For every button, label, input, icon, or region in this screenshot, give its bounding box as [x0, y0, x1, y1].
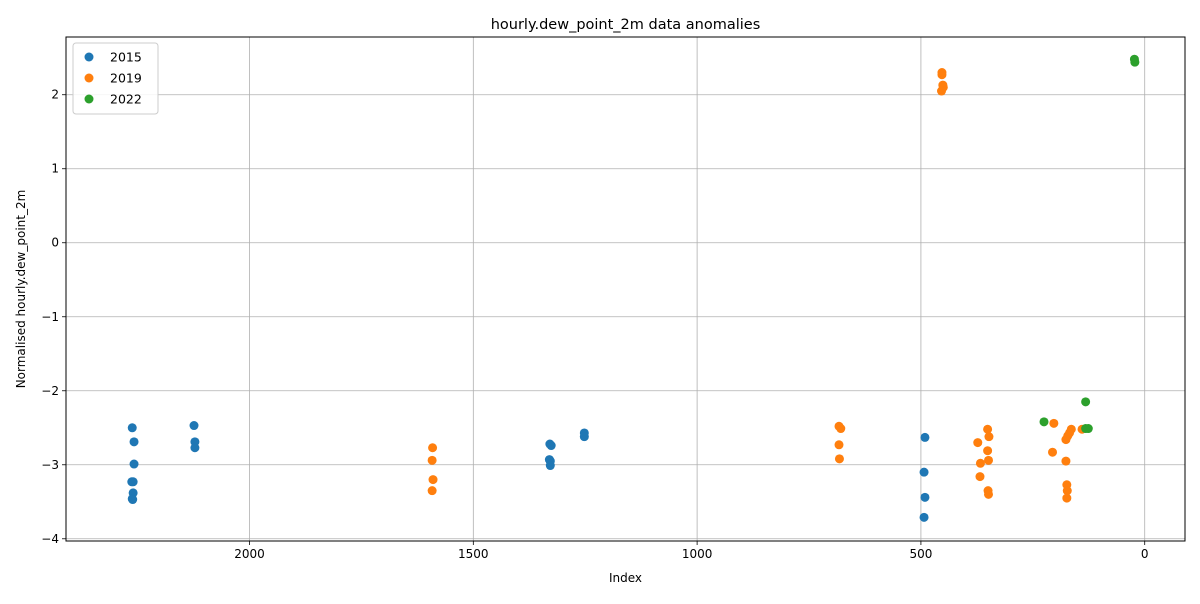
point-2015	[189, 421, 199, 431]
y-tick-label: −2	[41, 384, 59, 398]
axis-ticks: 2000 1500 1000 500 0 −4 −3 −2 −1 0 1 2	[41, 88, 1148, 561]
y-tick-label: 2	[51, 88, 59, 102]
point-2015	[920, 492, 930, 502]
legend-marker-2019	[84, 73, 94, 83]
point-2019	[938, 80, 948, 90]
point-2015	[127, 423, 137, 433]
point-2019	[428, 475, 438, 485]
grid-lines	[66, 37, 1185, 541]
point-2019	[836, 424, 846, 434]
point-2019	[1061, 456, 1071, 466]
point-2022	[1039, 417, 1049, 427]
x-tick-label: 2000	[234, 547, 265, 561]
point-2015	[545, 461, 555, 471]
point-2019	[975, 458, 985, 468]
point-2022	[1083, 424, 1093, 434]
point-2015	[128, 477, 138, 487]
plot-frame	[65, 36, 1186, 542]
y-axis-title: Normalised hourly.dew_point_2m	[14, 190, 28, 389]
x-tick-label: 1000	[682, 547, 713, 561]
point-2015	[920, 432, 930, 442]
point-2019	[1062, 493, 1072, 503]
point-2019	[973, 438, 983, 448]
point-2019	[834, 440, 844, 450]
point-2015	[129, 437, 139, 447]
point-2019	[984, 489, 994, 499]
point-2019	[1062, 486, 1072, 496]
point-2019	[1048, 447, 1058, 457]
point-2019	[984, 432, 994, 442]
point-2019	[975, 472, 985, 482]
y-tick-label: −4	[41, 532, 59, 546]
legend-marker-2015	[84, 52, 94, 62]
legend-label-2022: 2022	[110, 92, 142, 107]
point-2015	[919, 467, 929, 477]
legend-box	[72, 42, 159, 115]
point-2015	[919, 512, 929, 522]
point-2019	[428, 443, 438, 453]
point-2019	[983, 446, 993, 456]
point-2019	[427, 486, 437, 496]
point-2015	[579, 432, 589, 442]
y-tick-label: −1	[41, 310, 59, 324]
x-tick-label: 1500	[458, 547, 489, 561]
point-2015	[190, 443, 200, 453]
x-tick-label: 0	[1141, 547, 1149, 561]
y-tick-label: 0	[51, 236, 59, 250]
point-2019	[984, 455, 994, 465]
x-axis-title: Index	[609, 571, 642, 585]
point-2019	[1049, 418, 1059, 428]
point-2019	[1061, 435, 1071, 445]
legend-label-2019: 2019	[110, 71, 142, 86]
chart-title: hourly.dew_point_2m data anomalies	[491, 17, 761, 33]
legend: 2015 2019 2022	[72, 42, 159, 115]
legend-label-2015: 2015	[110, 50, 142, 65]
data-points	[127, 54, 1140, 522]
point-2022	[1130, 57, 1140, 67]
x-tick-label: 500	[909, 547, 932, 561]
legend-marker-2022	[84, 94, 94, 104]
point-2022	[1081, 397, 1091, 407]
point-2019	[834, 454, 844, 464]
plot-area	[66, 37, 1185, 541]
y-tick-label: 1	[51, 162, 59, 176]
point-2019	[937, 68, 947, 78]
point-2019	[427, 455, 437, 465]
point-2019	[983, 424, 993, 434]
point-2015	[546, 441, 556, 451]
point-2015	[129, 459, 139, 469]
point-2015	[128, 495, 138, 505]
y-tick-label: −3	[41, 458, 59, 472]
